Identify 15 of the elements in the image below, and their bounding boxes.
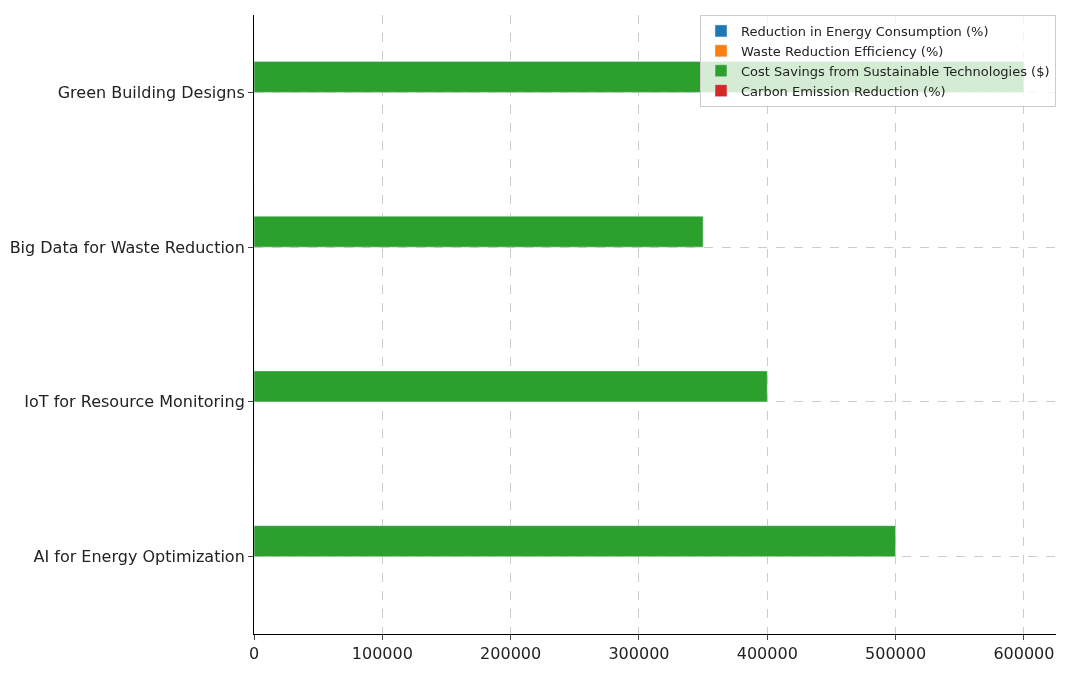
x-tick-label: 100000: [351, 644, 413, 664]
x-tick-label: 500000: [865, 644, 927, 664]
x-tick-label: 200000: [480, 644, 542, 664]
legend-label: Cost Savings from Sustainable Technologies ($): [741, 63, 1050, 79]
legend-label: Reduction in Energy Consumption (%): [741, 24, 989, 40]
legend-label: Waste Reduction Efficiency (%): [741, 43, 944, 59]
y-tick-label: Big Data for Waste Reduction: [9, 237, 245, 257]
y-tick-label: IoT for Resource Monitoring: [24, 392, 245, 412]
legend-label: Carbon Emission Reduction (%): [741, 83, 946, 99]
x-tick-label: 400000: [736, 644, 798, 664]
y-tick-label: Green Building Designs: [57, 82, 245, 102]
x-tick-label: 300000: [608, 644, 670, 664]
x-tick-label: 600000: [993, 644, 1055, 664]
y-tick-label: AI for Energy Optimization: [33, 547, 245, 567]
x-tick-label: 0: [248, 644, 260, 664]
